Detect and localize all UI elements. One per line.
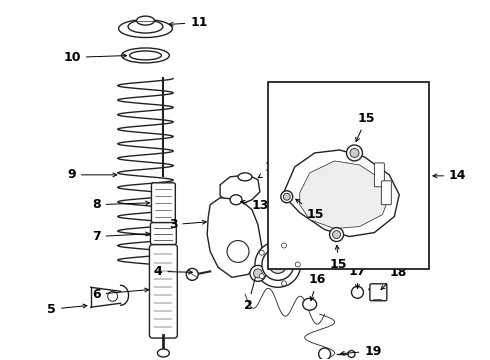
- Ellipse shape: [269, 256, 287, 273]
- Ellipse shape: [283, 193, 290, 200]
- Ellipse shape: [350, 148, 359, 157]
- Text: 2: 2: [244, 271, 258, 312]
- Text: 19: 19: [341, 345, 382, 357]
- Text: 11: 11: [169, 16, 208, 29]
- Ellipse shape: [346, 145, 363, 161]
- Text: 8: 8: [92, 198, 149, 211]
- Ellipse shape: [119, 19, 172, 37]
- Ellipse shape: [333, 231, 341, 239]
- Text: 7: 7: [92, 230, 149, 243]
- Ellipse shape: [318, 348, 331, 360]
- Ellipse shape: [262, 248, 294, 280]
- Ellipse shape: [281, 243, 287, 248]
- Ellipse shape: [128, 20, 163, 33]
- Ellipse shape: [137, 16, 154, 25]
- Polygon shape: [207, 198, 262, 277]
- Polygon shape: [220, 175, 260, 205]
- Text: 13: 13: [241, 199, 270, 212]
- Polygon shape: [300, 161, 389, 229]
- Ellipse shape: [157, 349, 170, 357]
- Text: 5: 5: [47, 303, 87, 316]
- Ellipse shape: [255, 242, 301, 287]
- Ellipse shape: [259, 274, 264, 279]
- Text: 1: 1: [272, 258, 315, 271]
- Text: 15: 15: [296, 199, 324, 221]
- FancyBboxPatch shape: [381, 181, 392, 205]
- Ellipse shape: [186, 269, 198, 280]
- Ellipse shape: [108, 291, 118, 301]
- FancyBboxPatch shape: [150, 222, 176, 244]
- Ellipse shape: [303, 298, 317, 310]
- Ellipse shape: [129, 51, 161, 60]
- Ellipse shape: [330, 228, 343, 242]
- FancyBboxPatch shape: [151, 183, 175, 222]
- Text: 3: 3: [169, 218, 206, 231]
- Ellipse shape: [281, 281, 287, 286]
- Text: 15: 15: [356, 112, 375, 141]
- Ellipse shape: [281, 191, 293, 203]
- Text: 10: 10: [63, 51, 127, 64]
- Ellipse shape: [295, 262, 300, 267]
- Text: 18: 18: [381, 266, 407, 289]
- FancyBboxPatch shape: [374, 163, 384, 187]
- Text: 16: 16: [309, 273, 326, 301]
- Text: 14: 14: [433, 169, 466, 183]
- Ellipse shape: [253, 269, 263, 278]
- Text: 6: 6: [92, 288, 148, 301]
- Bar: [268, 82, 429, 269]
- FancyBboxPatch shape: [149, 244, 177, 338]
- Text: 12: 12: [258, 161, 282, 178]
- Ellipse shape: [259, 250, 264, 255]
- Ellipse shape: [238, 173, 252, 181]
- Ellipse shape: [230, 195, 242, 205]
- Polygon shape: [283, 150, 399, 237]
- Ellipse shape: [351, 286, 364, 298]
- Ellipse shape: [227, 240, 249, 262]
- Text: 15: 15: [330, 246, 347, 271]
- Ellipse shape: [122, 48, 170, 63]
- Text: 17: 17: [349, 265, 366, 288]
- Text: 4: 4: [154, 265, 193, 278]
- Ellipse shape: [348, 351, 355, 357]
- Ellipse shape: [250, 265, 266, 282]
- Text: 9: 9: [67, 168, 117, 181]
- FancyBboxPatch shape: [370, 284, 387, 301]
